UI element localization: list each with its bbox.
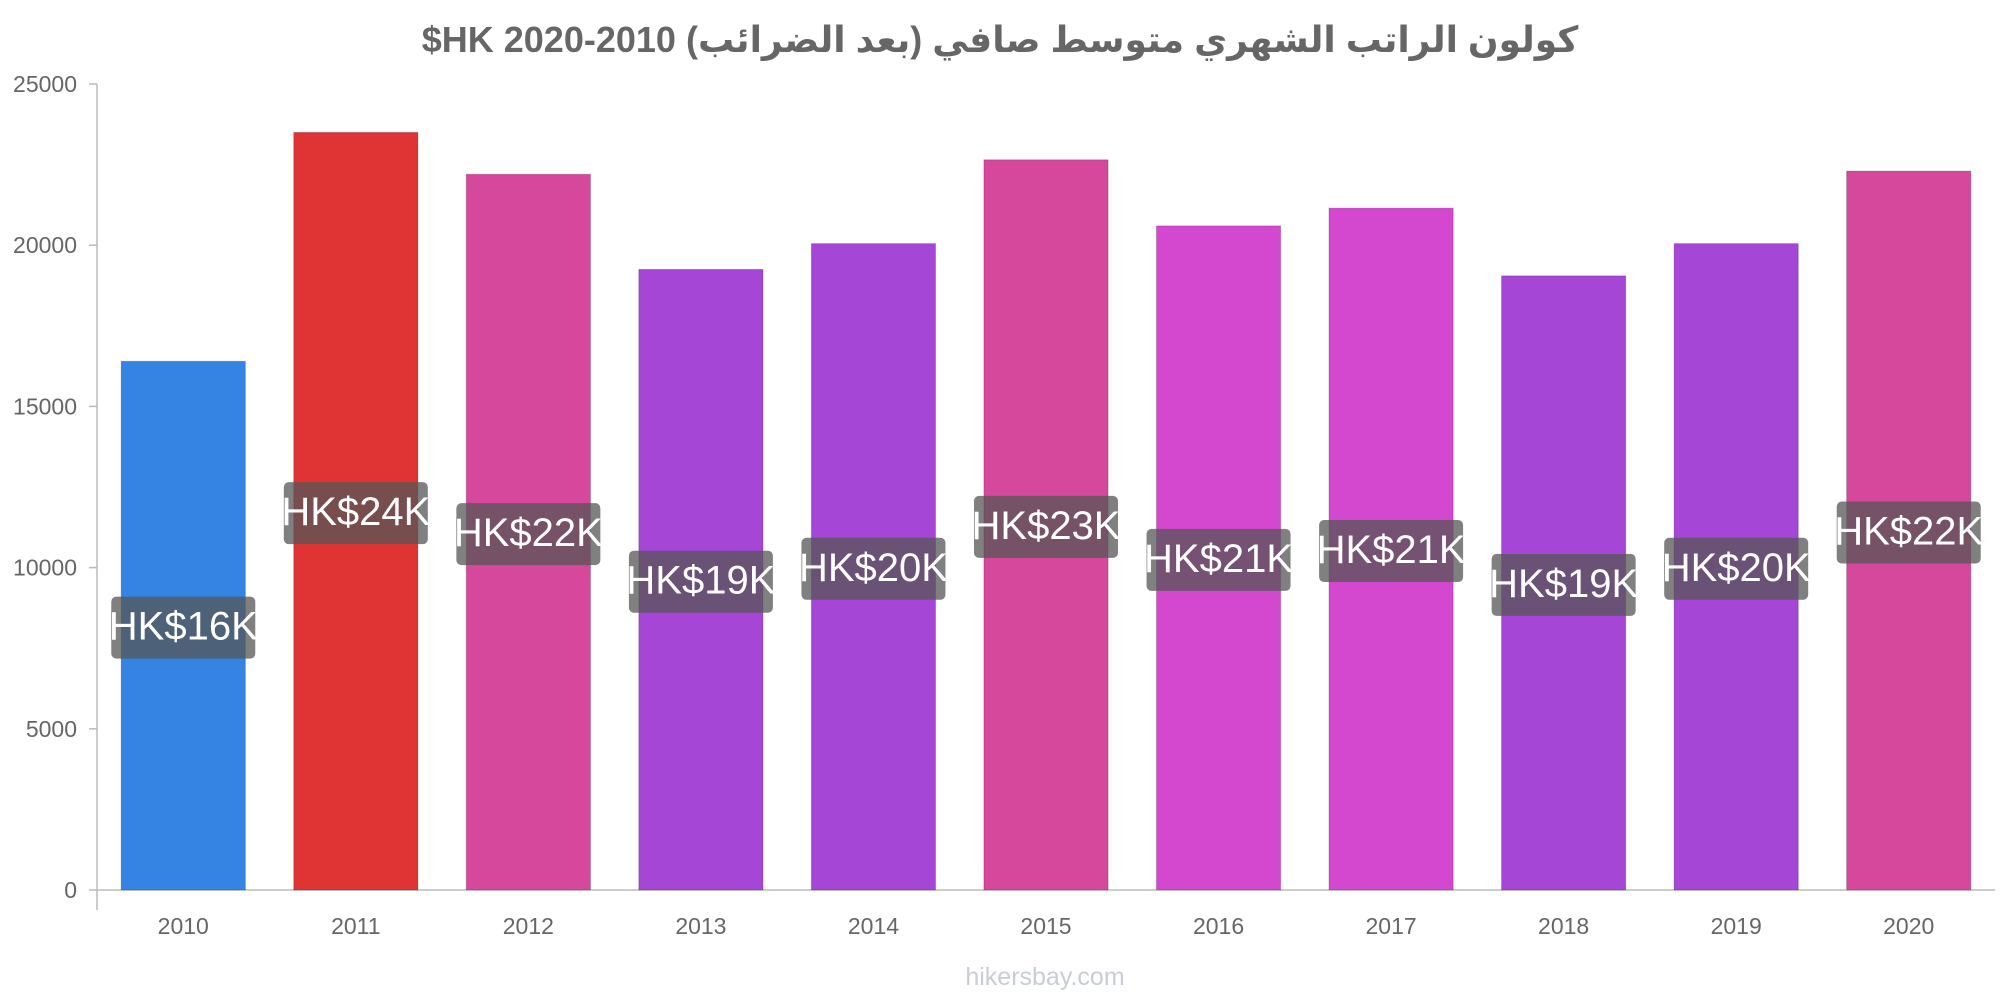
data-label: HK$22K [454,511,603,555]
data-label-box [283,482,428,545]
x-axis: 2010 2011 2012 2013 2014 2015 2016 2017 2018 2019… [97,889,1995,939]
x-tick-label: 2018 [1538,913,1589,939]
data-label: HK$21K [1317,528,1466,572]
x-tick-label: 2020 [1883,913,1934,939]
data-label-box [974,495,1118,558]
data-label: HK$19K [1489,562,1638,606]
chart-title: كولون الراتب الشهري متوسط صافي (بعد الضر… [422,19,1579,61]
data-labels: HK$16K HK$24K HK$22K HK$19K HK$20K HK$23K HK$2… [109,482,1984,659]
data-label-box [1491,553,1636,616]
y-tick-label: 0 [64,877,77,903]
y-axis: 0 5000 10000 15000 20000 25000 [13,71,98,910]
x-tick-label: 2014 [848,913,899,939]
data-label: HK$20K [799,546,948,590]
data-label-box [801,537,946,600]
data-label-box [111,596,256,659]
data-label-box [628,550,773,613]
data-label-box [456,503,601,566]
data-label: HK$24K [281,490,430,534]
data-label: HK$20K [1662,546,1811,590]
x-tick-label: 2016 [1193,913,1244,939]
data-label-box [1146,528,1291,591]
x-tick-label: 2015 [1020,913,1071,939]
x-tick-label: 2011 [331,913,380,939]
y-tick-label: 5000 [26,716,77,742]
y-tick-label: 15000 [13,393,77,419]
x-tick-label: 2010 [158,913,209,939]
x-tick-label: 2013 [675,913,726,939]
x-tick-label: 2017 [1366,913,1417,939]
data-label-box [1664,537,1809,600]
data-label: HK$16K [109,605,258,649]
data-label-box [1836,501,1981,564]
data-label-box [1319,520,1464,583]
x-tick-label: 2019 [1711,913,1762,939]
data-label: HK$19K [626,559,775,603]
y-tick-label: 10000 [13,555,77,581]
y-tick-label: 25000 [13,71,77,97]
data-label: HK$23K [972,504,1121,548]
data-label: HK$21K [1144,537,1293,581]
watermark: hikersbay.com [965,963,1124,991]
x-tick-label: 2012 [503,913,554,939]
y-tick-label: 20000 [13,232,77,258]
data-label: HK$22K [1834,510,1983,554]
